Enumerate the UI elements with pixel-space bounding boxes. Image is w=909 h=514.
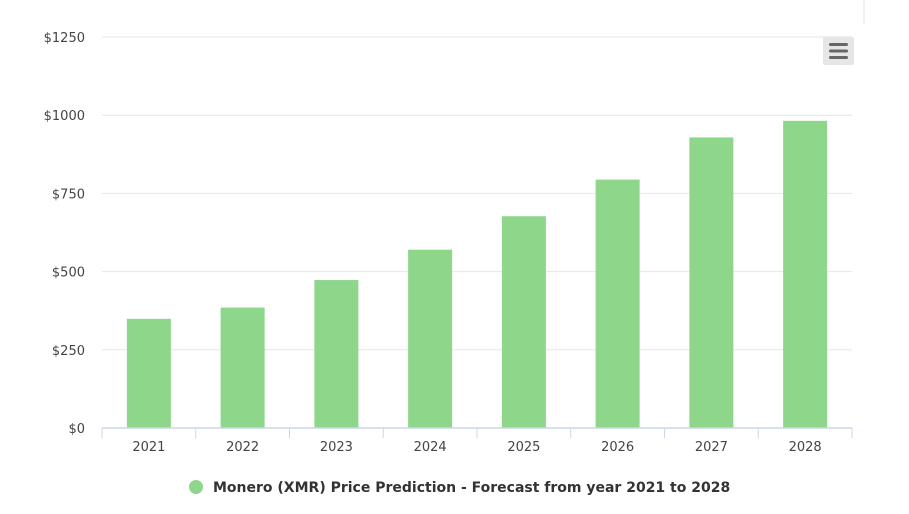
hamburger-menu-icon: [829, 43, 848, 59]
y-axis: $0 $250 $500 $750 $1000 $1250: [44, 31, 85, 437]
legend-label: Monero (XMR) Price Prediction - Forecast…: [213, 480, 730, 496]
x-tick-label: 2026: [601, 440, 634, 455]
bar-2023[interactable]: [314, 280, 359, 428]
bar-2022[interactable]: [220, 307, 265, 428]
x-tick-label: 2024: [414, 440, 447, 455]
x-tick-label: 2025: [507, 440, 540, 455]
y-tick-label: $500: [52, 266, 85, 281]
x-tick-label: 2027: [695, 440, 728, 455]
y-tick-label: $750: [52, 187, 85, 202]
bar-2028[interactable]: [783, 120, 828, 429]
x-tick-label: 2021: [132, 440, 165, 455]
bar-2021[interactable]: [126, 318, 171, 428]
x-tick-label: 2023: [320, 440, 353, 455]
legend-swatch: [189, 480, 203, 494]
x-tick-label: 2022: [226, 440, 259, 455]
legend[interactable]: Monero (XMR) Price Prediction - Forecast…: [189, 480, 730, 496]
chart-menu-button[interactable]: [823, 37, 854, 65]
bar-2026[interactable]: [595, 179, 640, 428]
x-tick-label: 2028: [789, 440, 822, 455]
x-axis: 2021 2022 2023 2024 2025 2026 2027 2028: [101, 427, 853, 455]
bar-2027[interactable]: [689, 137, 734, 428]
bar-2025[interactable]: [501, 216, 546, 428]
y-tick-label: $0: [68, 422, 85, 437]
y-tick-label: $1000: [44, 109, 85, 124]
grid-lines: [102, 36, 852, 351]
y-tick-label: $1250: [44, 31, 85, 46]
bar-2024[interactable]: [408, 249, 453, 428]
bars: [126, 120, 828, 429]
y-tick-label: $250: [52, 344, 85, 359]
